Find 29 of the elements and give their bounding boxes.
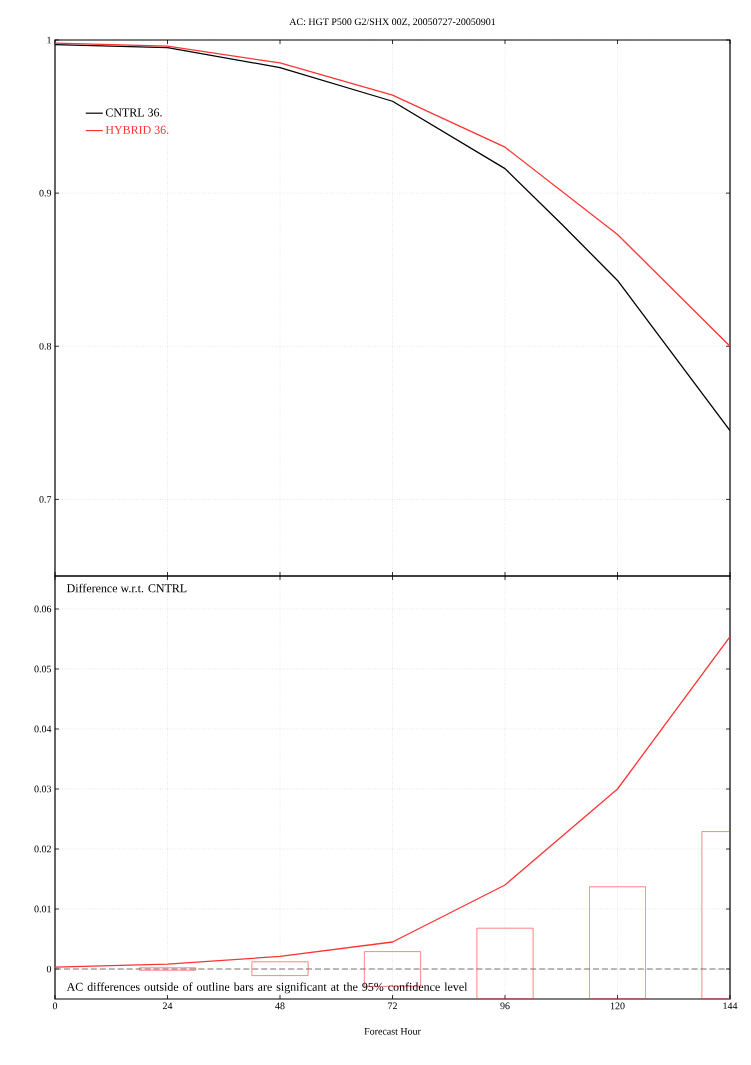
y-tick-label: 0.7	[39, 496, 52, 503]
x-tick-label: 72	[388, 1002, 397, 1010]
line-series	[55, 42, 731, 347]
x-tick-label: 48	[275, 1002, 285, 1010]
x-tick-label: 96	[500, 1002, 510, 1010]
y-tick-label: 0.06	[34, 605, 52, 613]
x-tick-label: 0	[52, 1002, 58, 1010]
bar	[589, 886, 646, 999]
annotation: Difference w.r.t. CNTRL	[66, 583, 187, 593]
y-tick-label: 0.05	[34, 665, 52, 673]
y-tick-label: 0.9	[39, 189, 52, 197]
x-tick-label: 24	[162, 1002, 173, 1010]
x-tick-label: 120	[610, 1002, 625, 1010]
annotation: AC differences outside of outline bars are significant at the 95% confidence level	[66, 982, 468, 994]
bar	[251, 961, 309, 976]
x-tick-label: 144	[723, 1002, 738, 1010]
y-tick-label: 0.01	[34, 905, 51, 913]
y-tick-label: 0.04	[34, 725, 52, 733]
bar	[476, 927, 534, 999]
legend-label: CNTRL 36.	[105, 108, 162, 117]
legend-label: HYBRID 36.	[105, 125, 169, 134]
line-series	[55, 635, 731, 968]
y-tick-label: 0.02	[34, 845, 51, 853]
y-tick-label: 0.03	[34, 785, 52, 793]
y-tick-label: 1	[47, 36, 51, 44]
y-tick-label: 0.8	[39, 342, 52, 350]
x-axis-title: Forecast Hour	[364, 1028, 421, 1035]
chart-title: AC: HGT P500 G2/SHX 00Z, 20050727-20050901	[289, 18, 496, 27]
y-tick-label: 0	[46, 965, 52, 973]
